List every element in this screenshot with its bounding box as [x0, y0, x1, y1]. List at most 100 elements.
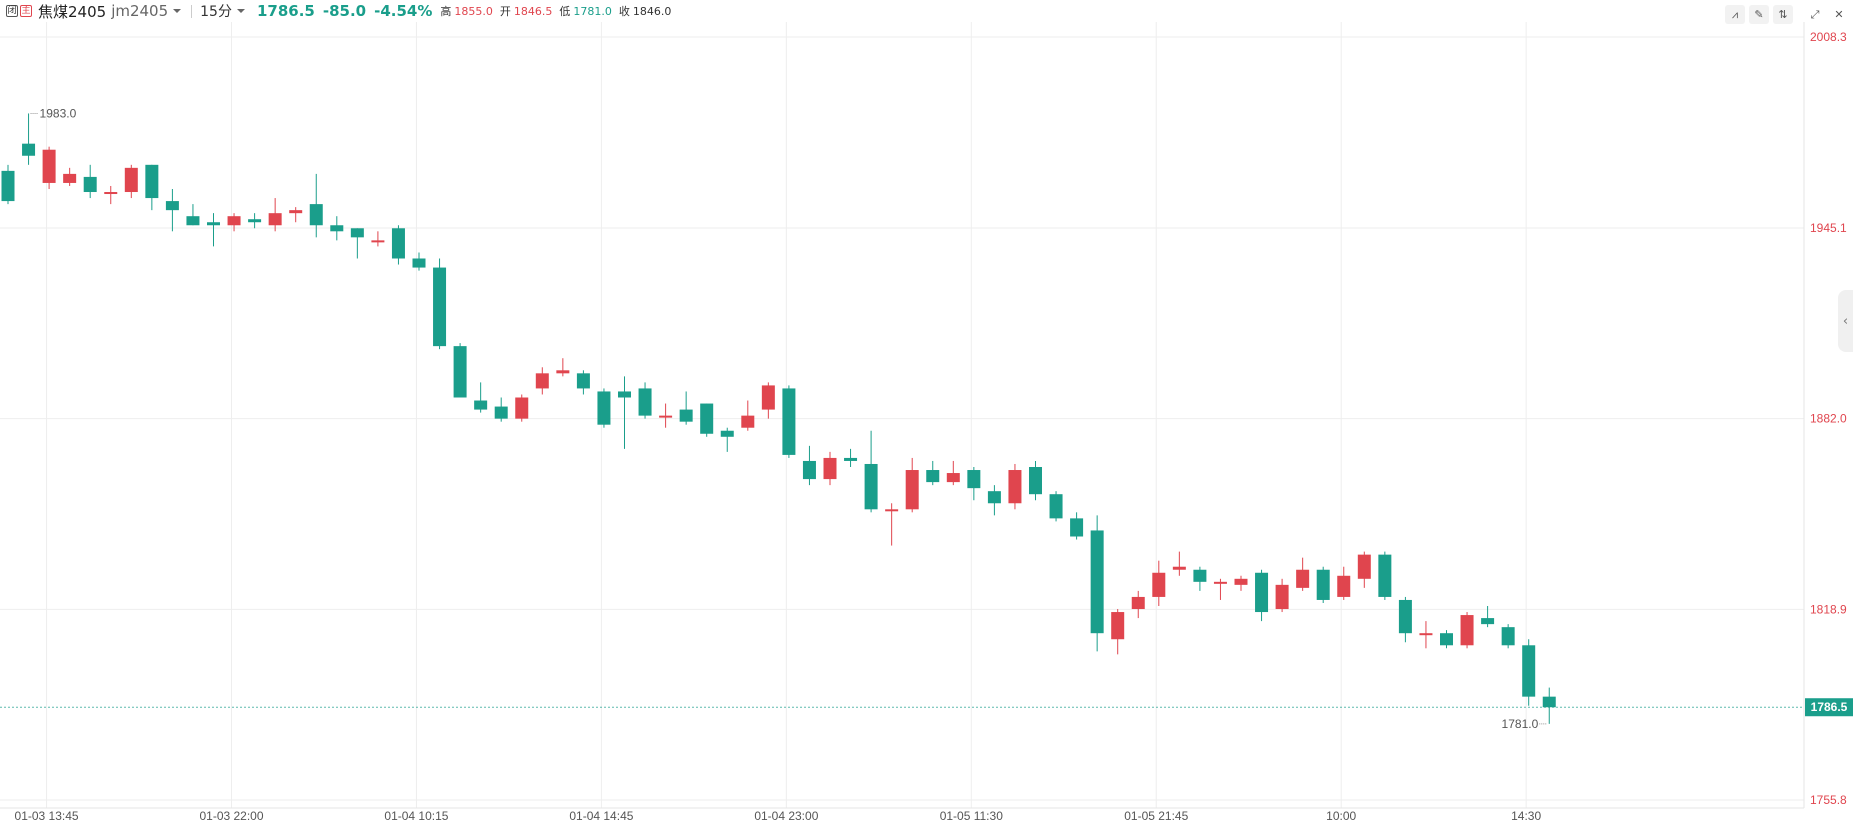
candle — [1542, 687, 1556, 724]
candle — [186, 204, 200, 226]
candle — [1296, 557, 1310, 591]
candle — [1316, 566, 1330, 603]
last-price: 1786.5 — [256, 2, 315, 20]
close-icon[interactable]: ✕ — [1834, 8, 1844, 21]
candle — [268, 198, 282, 232]
candle-body — [1522, 645, 1536, 697]
pencil-icon[interactable]: ✎ — [1749, 5, 1769, 24]
candle-body — [1049, 494, 1063, 519]
candle-body — [1501, 627, 1515, 646]
candle-body — [1419, 633, 1433, 636]
candle-body — [1172, 566, 1186, 570]
instrument-dropdown-icon[interactable] — [173, 9, 182, 13]
candle-body — [679, 409, 693, 422]
candle — [1090, 515, 1104, 652]
candle-body — [63, 173, 77, 183]
candle-body — [165, 201, 179, 211]
candle-body — [515, 397, 529, 419]
low-value: 1781.0 — [573, 4, 612, 18]
candle — [494, 397, 508, 422]
candle-body — [1029, 466, 1042, 495]
header-divider — [191, 4, 193, 18]
period-selector[interactable]: 15分 — [200, 4, 232, 20]
instrument-name[interactable]: 焦煤2405 — [38, 2, 107, 21]
high-value: 1855.0 — [454, 4, 493, 18]
candle — [844, 448, 858, 467]
x-tick-label: 01-03 22:00 — [199, 809, 263, 823]
candle — [412, 252, 426, 271]
candle — [1, 164, 15, 205]
candle — [1049, 491, 1063, 522]
candle — [1131, 590, 1145, 619]
candle — [207, 213, 220, 247]
x-tick-label: 01-05 21:45 — [1124, 809, 1188, 823]
indicator-icon[interactable]: ⇅ — [1773, 5, 1793, 24]
candle — [1152, 560, 1166, 607]
x-tick-label: 01-04 23:00 — [754, 809, 818, 823]
chevron-left-icon: ‹ — [1842, 313, 1849, 329]
candle — [1193, 566, 1207, 591]
chart-grid — [0, 22, 1804, 808]
price-change-percent: -4.54% — [374, 2, 433, 20]
candle-body — [22, 143, 36, 156]
candle-body — [802, 460, 816, 480]
line-chart-icon[interactable]: ⩘ — [1725, 5, 1745, 24]
candle-body — [1008, 470, 1022, 504]
candle-body — [1234, 578, 1248, 585]
candle — [515, 394, 529, 422]
candle-body — [104, 192, 118, 195]
candle — [330, 216, 344, 241]
high-annotation: 1983.0 — [40, 106, 77, 120]
candle-body — [330, 225, 344, 232]
candle — [289, 207, 303, 223]
instrument-code[interactable]: jm2405 — [111, 2, 169, 20]
candle-body — [761, 385, 775, 410]
candle — [350, 228, 364, 259]
candle-body — [844, 457, 858, 461]
candle — [1275, 578, 1289, 613]
expand-icon[interactable]: ⤢ — [1810, 7, 1820, 21]
candle — [618, 376, 631, 449]
candle — [1070, 512, 1084, 540]
chart-annotations: 1983.0 1781.0 1786.5 — [0, 106, 1853, 731]
candle-body — [227, 216, 241, 226]
candle-series — [1, 113, 1556, 724]
candle — [576, 370, 590, 395]
candle-body — [1193, 569, 1207, 582]
candle-body — [535, 373, 549, 389]
x-tick-label: 14:30 — [1511, 809, 1541, 823]
candle — [1172, 551, 1186, 576]
candle-body — [1378, 554, 1392, 597]
candle — [659, 403, 673, 428]
candle-body — [1296, 569, 1310, 588]
side-panel-toggle[interactable]: ‹ — [1838, 290, 1853, 352]
candle-body — [967, 470, 981, 489]
candle — [391, 225, 405, 265]
candle-body — [638, 388, 652, 416]
candle-body — [1131, 596, 1145, 610]
candle — [433, 258, 447, 350]
period-dropdown-icon[interactable] — [236, 9, 245, 13]
candle-body — [494, 406, 508, 419]
candle — [1522, 639, 1536, 706]
candle — [597, 388, 611, 428]
candle — [1501, 624, 1515, 649]
candle-body — [145, 164, 159, 199]
candle-body — [1440, 633, 1453, 646]
candle-body — [741, 415, 755, 428]
candle-body — [885, 509, 899, 512]
main-contract-badge: 主 — [20, 5, 32, 17]
candle — [104, 185, 118, 205]
x-tick-label: 10:00 — [1326, 809, 1356, 823]
candle-body — [391, 228, 405, 259]
candle — [1398, 596, 1412, 643]
candle — [720, 427, 734, 452]
candle — [761, 382, 775, 419]
candle-body — [1460, 615, 1474, 646]
y-tick-label: 1755.8 — [1810, 793, 1847, 807]
candle-body — [926, 470, 940, 483]
candle-body — [576, 373, 590, 389]
y-tick-label: 1945.1 — [1810, 221, 1847, 235]
candle — [823, 451, 837, 486]
